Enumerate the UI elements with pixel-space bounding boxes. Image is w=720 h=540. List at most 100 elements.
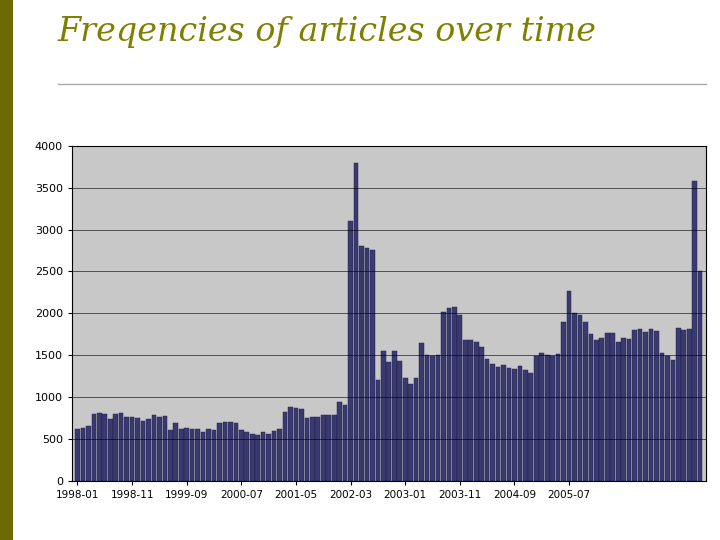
Bar	[354, 163, 359, 481]
Bar	[507, 368, 511, 481]
Bar	[600, 338, 604, 481]
Bar	[681, 330, 686, 481]
Bar	[496, 367, 500, 481]
Bar	[250, 434, 255, 481]
Bar	[135, 418, 140, 481]
Bar	[408, 384, 413, 481]
Bar	[611, 333, 615, 481]
Bar	[528, 373, 533, 481]
Bar	[670, 360, 675, 481]
Bar	[184, 428, 189, 481]
Bar	[217, 423, 222, 481]
Bar	[463, 340, 467, 481]
Bar	[288, 407, 293, 481]
Bar	[621, 338, 626, 481]
Bar	[687, 329, 691, 481]
Bar	[233, 423, 238, 481]
Bar	[419, 343, 424, 481]
Bar	[397, 361, 402, 481]
Bar	[102, 414, 107, 481]
Bar	[201, 432, 205, 481]
Bar	[693, 181, 697, 481]
Bar	[545, 355, 549, 481]
Bar	[212, 430, 216, 481]
Bar	[75, 429, 80, 481]
Bar	[91, 414, 96, 481]
Bar	[660, 353, 665, 481]
Bar	[577, 315, 582, 481]
Bar	[271, 431, 276, 481]
Bar	[256, 435, 260, 481]
Bar	[457, 315, 462, 481]
Bar	[638, 329, 642, 481]
Bar	[376, 380, 380, 481]
Bar	[81, 428, 85, 481]
Bar	[326, 415, 331, 481]
Bar	[140, 421, 145, 481]
Bar	[299, 409, 304, 481]
Bar	[168, 430, 173, 481]
Bar	[649, 329, 653, 481]
Bar	[534, 356, 539, 481]
Bar	[480, 347, 484, 481]
Bar	[490, 364, 495, 481]
Bar	[266, 434, 271, 481]
Bar	[469, 340, 473, 481]
Text: Freqencies of articles over time: Freqencies of articles over time	[58, 16, 597, 48]
Bar	[294, 408, 298, 481]
Bar	[245, 432, 249, 481]
Bar	[403, 379, 408, 481]
Bar	[125, 417, 129, 481]
Bar	[425, 355, 429, 481]
Bar	[387, 362, 391, 481]
Bar	[310, 417, 315, 481]
Bar	[348, 221, 353, 481]
Bar	[556, 354, 560, 481]
Bar	[501, 365, 506, 481]
Bar	[119, 413, 124, 481]
Bar	[523, 370, 528, 481]
Bar	[283, 412, 287, 481]
Bar	[130, 417, 135, 481]
Bar	[567, 292, 572, 481]
Bar	[364, 248, 369, 481]
Bar	[474, 342, 479, 481]
Bar	[392, 351, 397, 481]
Bar	[174, 423, 178, 481]
Bar	[97, 413, 102, 481]
Bar	[627, 339, 631, 481]
Bar	[359, 246, 364, 481]
Bar	[562, 322, 566, 481]
Bar	[86, 426, 91, 481]
Bar	[179, 429, 184, 481]
Bar	[616, 342, 621, 481]
Bar	[588, 334, 593, 481]
Bar	[643, 332, 648, 481]
Bar	[305, 418, 309, 481]
Bar	[381, 351, 386, 481]
Bar	[485, 359, 490, 481]
Bar	[605, 333, 610, 481]
Bar	[261, 432, 266, 481]
Bar	[152, 415, 156, 481]
Bar	[414, 377, 418, 481]
Bar	[315, 417, 320, 481]
Bar	[332, 415, 336, 481]
Bar	[583, 322, 588, 481]
Bar	[698, 271, 703, 481]
Bar	[632, 330, 637, 481]
Bar	[163, 416, 167, 481]
Bar	[343, 405, 348, 481]
Bar	[518, 366, 522, 481]
Bar	[654, 331, 659, 481]
Bar	[665, 356, 670, 481]
Bar	[277, 429, 282, 481]
Bar	[157, 417, 162, 481]
Bar	[222, 422, 228, 481]
Bar	[452, 307, 456, 481]
Bar	[512, 369, 517, 481]
Bar	[195, 429, 200, 481]
Bar	[190, 429, 194, 481]
Bar	[108, 420, 112, 481]
Bar	[441, 312, 446, 481]
